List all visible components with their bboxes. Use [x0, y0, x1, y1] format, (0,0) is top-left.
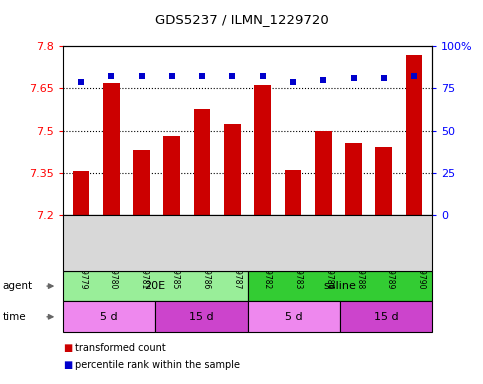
Bar [163, 136, 180, 215]
Text: transformed count: transformed count [75, 343, 166, 353]
Text: ■: ■ [63, 343, 72, 353]
Point [228, 73, 236, 79]
Bar [315, 131, 332, 215]
Text: GSM569779: GSM569779 [78, 243, 87, 290]
Point [77, 78, 85, 84]
Point [198, 73, 206, 79]
Text: GSM569783: GSM569783 [294, 243, 303, 289]
Text: agent: agent [2, 281, 32, 291]
Point [380, 75, 388, 81]
Text: GSM569788: GSM569788 [355, 243, 364, 289]
Text: GSM569785: GSM569785 [170, 243, 180, 289]
Text: 15 d: 15 d [374, 312, 398, 322]
Text: 5 d: 5 d [285, 312, 302, 322]
Text: GSM569780: GSM569780 [109, 243, 118, 289]
Text: ■: ■ [63, 360, 72, 370]
Text: GSM569781: GSM569781 [140, 243, 149, 289]
Text: GSM569790: GSM569790 [417, 243, 426, 290]
Text: time: time [2, 312, 26, 322]
Point [410, 73, 418, 79]
Bar [345, 143, 362, 215]
Point [259, 73, 267, 79]
Point [319, 77, 327, 83]
Text: GSM569787: GSM569787 [232, 243, 241, 289]
Text: GSM569784: GSM569784 [325, 243, 334, 289]
Point [350, 75, 357, 81]
Text: GSM569786: GSM569786 [201, 243, 211, 289]
Text: 20E: 20E [144, 281, 166, 291]
Text: GSM569782: GSM569782 [263, 243, 272, 289]
Text: saline: saline [324, 281, 356, 291]
Bar [224, 124, 241, 215]
Bar [103, 83, 120, 215]
Text: GSM569789: GSM569789 [386, 243, 395, 289]
Text: 15 d: 15 d [189, 312, 213, 322]
Point [138, 73, 145, 79]
Bar [72, 171, 89, 215]
Text: 5 d: 5 d [100, 312, 118, 322]
Bar [375, 147, 392, 215]
Point [168, 73, 176, 79]
Text: percentile rank within the sample: percentile rank within the sample [75, 360, 240, 370]
Bar [406, 55, 423, 215]
Point [107, 73, 115, 79]
Bar [194, 109, 211, 215]
Bar [255, 85, 271, 215]
Text: GDS5237 / ILMN_1229720: GDS5237 / ILMN_1229720 [155, 13, 328, 26]
Bar [133, 150, 150, 215]
Bar [284, 170, 301, 215]
Point [289, 78, 297, 84]
